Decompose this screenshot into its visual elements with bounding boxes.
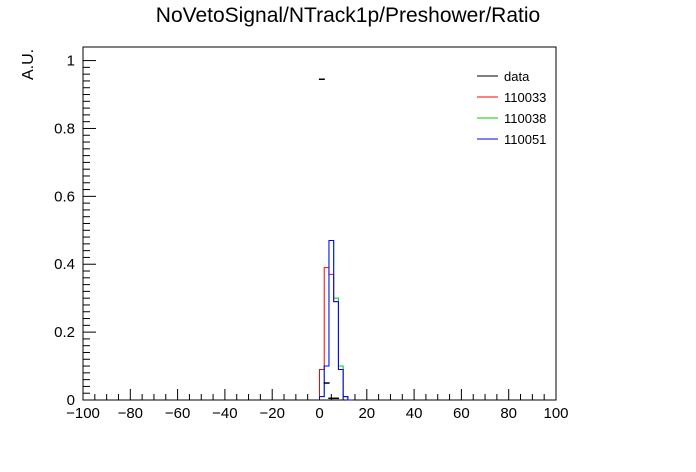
series-layer [318,78,353,401]
legend-label: 110051 [504,132,546,147]
legend-label: data [504,69,530,84]
x-tick-label: −60 [165,405,190,422]
legend-label: 110033 [504,90,546,105]
x-tick-label: −100 [66,405,100,422]
y-tick-label: 0.4 [54,256,75,273]
x-tick-label: 60 [453,405,470,422]
x-tick-label: −80 [118,405,143,422]
y-tick-label: 0.6 [54,188,75,205]
x-tick-label: 40 [406,405,423,422]
legend-label: 110038 [504,111,546,126]
chart-title: NoVetoSignal/NTrack1p/Preshower/Ratio [155,4,541,27]
legend: data 110033 110038 110051 [477,69,546,147]
x-axis: −100 −80 −60 −40 −20 0 20 40 60 80 100 [66,389,569,422]
y-tick-label: 0 [67,392,75,409]
x-tick-label: 0 [315,405,323,422]
x-tick-label: 20 [358,405,375,422]
plot-frame [82,46,557,401]
x-tick-label: −40 [212,405,237,422]
series-110051-step [319,239,353,401]
y-tick-label: 0.8 [54,120,75,137]
y-axis: 0 0.2 0.4 0.6 0.8 1 [54,53,96,409]
y-tick-label: 1 [67,53,75,70]
x-tick-label: 80 [500,405,517,422]
x-tick-label: 100 [543,405,568,422]
y-tick-label: 0.2 [54,324,75,341]
x-tick-label: −20 [259,405,284,422]
